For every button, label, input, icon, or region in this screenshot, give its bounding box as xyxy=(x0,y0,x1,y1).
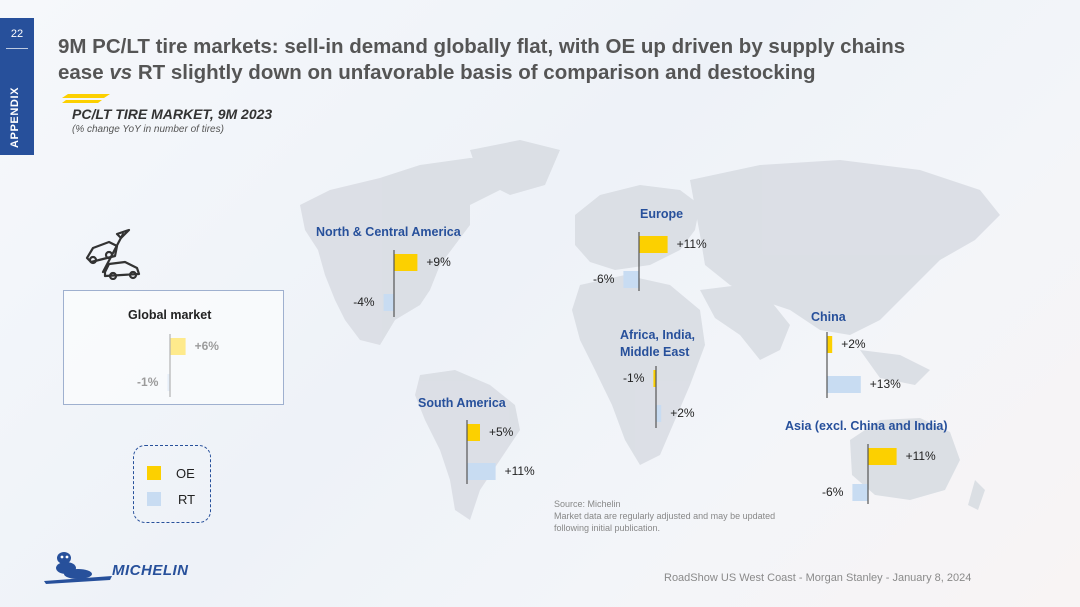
page-number: 22 xyxy=(10,28,24,40)
legend-oe-label: OE xyxy=(176,466,195,481)
data-label-rt: +11% xyxy=(505,464,535,478)
north-america-shape xyxy=(300,158,530,345)
bar-rt xyxy=(623,271,639,288)
title-line-1: 9M PC/LT tire markets: sell-in demand gl… xyxy=(58,35,906,58)
data-label-oe: +9% xyxy=(426,255,451,269)
new-zealand-shape xyxy=(968,480,985,510)
yellow-stripe-icon xyxy=(62,94,110,103)
bar-rt xyxy=(383,294,394,311)
region-label-europe: Europe xyxy=(640,207,684,221)
region-label-asia-excl: Asia (excl. China and India) xyxy=(785,419,948,433)
michelin-bibendum-icon xyxy=(44,552,112,584)
europe-shape xyxy=(575,185,700,270)
region-label-aime-text: Africa, India, Middle East xyxy=(620,328,696,359)
bar-oe xyxy=(639,236,668,253)
source-line: Source: Michelin xyxy=(554,499,621,509)
bar-rt xyxy=(852,484,868,501)
bar-rt xyxy=(827,376,861,393)
page-title: 9M PC/LT tire markets: sell-in demand gl… xyxy=(58,34,1048,86)
title-line-2b: RT slightly down on unfavorable basis of… xyxy=(132,61,816,84)
legend-rt-swatch xyxy=(147,492,161,506)
source-line: following initial publication. xyxy=(554,523,661,533)
data-label-oe: +5% xyxy=(489,425,514,439)
michelin-logo-text: MICHELIN xyxy=(112,562,189,579)
data-label-rt: +2% xyxy=(670,406,695,420)
bar-oe xyxy=(653,370,656,387)
region-label-north-central-america: North & Central America xyxy=(316,225,461,239)
middle-east-shape xyxy=(700,285,790,360)
source-note: Source: Michelin Market data are regular… xyxy=(554,498,824,534)
chart-subtitle: PC/LT TIRE MARKET, 9M 2023 xyxy=(72,106,273,122)
bar-rt xyxy=(467,463,496,480)
asia-shape xyxy=(690,160,1000,335)
page-number-divider xyxy=(6,48,28,49)
australia-shape xyxy=(850,418,960,500)
region-label-south-america: South America xyxy=(418,396,506,410)
data-label-rt: +13% xyxy=(870,377,901,391)
chart-subtitle-note: (% change YoY in number of tires) xyxy=(72,124,224,135)
africa-shape xyxy=(572,275,705,465)
bar-oe xyxy=(467,424,480,441)
data-label-oe: +11% xyxy=(906,449,936,463)
data-label-oe: -1% xyxy=(623,371,645,385)
car-on-lift-icon xyxy=(85,228,141,280)
data-label-rt: -6% xyxy=(822,485,844,499)
southeast-asia-shape xyxy=(860,350,930,385)
data-label-rt: -4% xyxy=(353,295,375,309)
greenland-shape xyxy=(470,140,560,195)
data-label-oe: +2% xyxy=(841,337,866,351)
bar-oe xyxy=(868,448,897,465)
bar-oe xyxy=(827,336,833,353)
appendix-tab[interactable]: APPENDIX xyxy=(9,86,21,148)
region-label-africa-india-middle-east: Africa, India, Middle East xyxy=(620,327,720,361)
section-side-bar xyxy=(0,18,34,155)
footer-text: RoadShow US West Coast - Morgan Stanley … xyxy=(664,572,972,584)
bar-oe xyxy=(394,254,418,271)
title-vs: vs xyxy=(109,61,133,84)
bar-rt xyxy=(656,405,662,422)
legend xyxy=(133,445,211,523)
source-line: Market data are regularly adjusted and m… xyxy=(554,511,776,521)
global-market-title: Global market xyxy=(128,308,212,322)
data-label-oe: +11% xyxy=(677,237,707,251)
global-market-box xyxy=(63,290,284,405)
legend-rt-label: RT xyxy=(178,492,196,507)
title-line-2a: ease xyxy=(58,61,110,84)
region-label-china: China xyxy=(811,310,846,324)
data-label-rt: -6% xyxy=(593,272,615,286)
legend-oe-swatch xyxy=(147,466,161,480)
